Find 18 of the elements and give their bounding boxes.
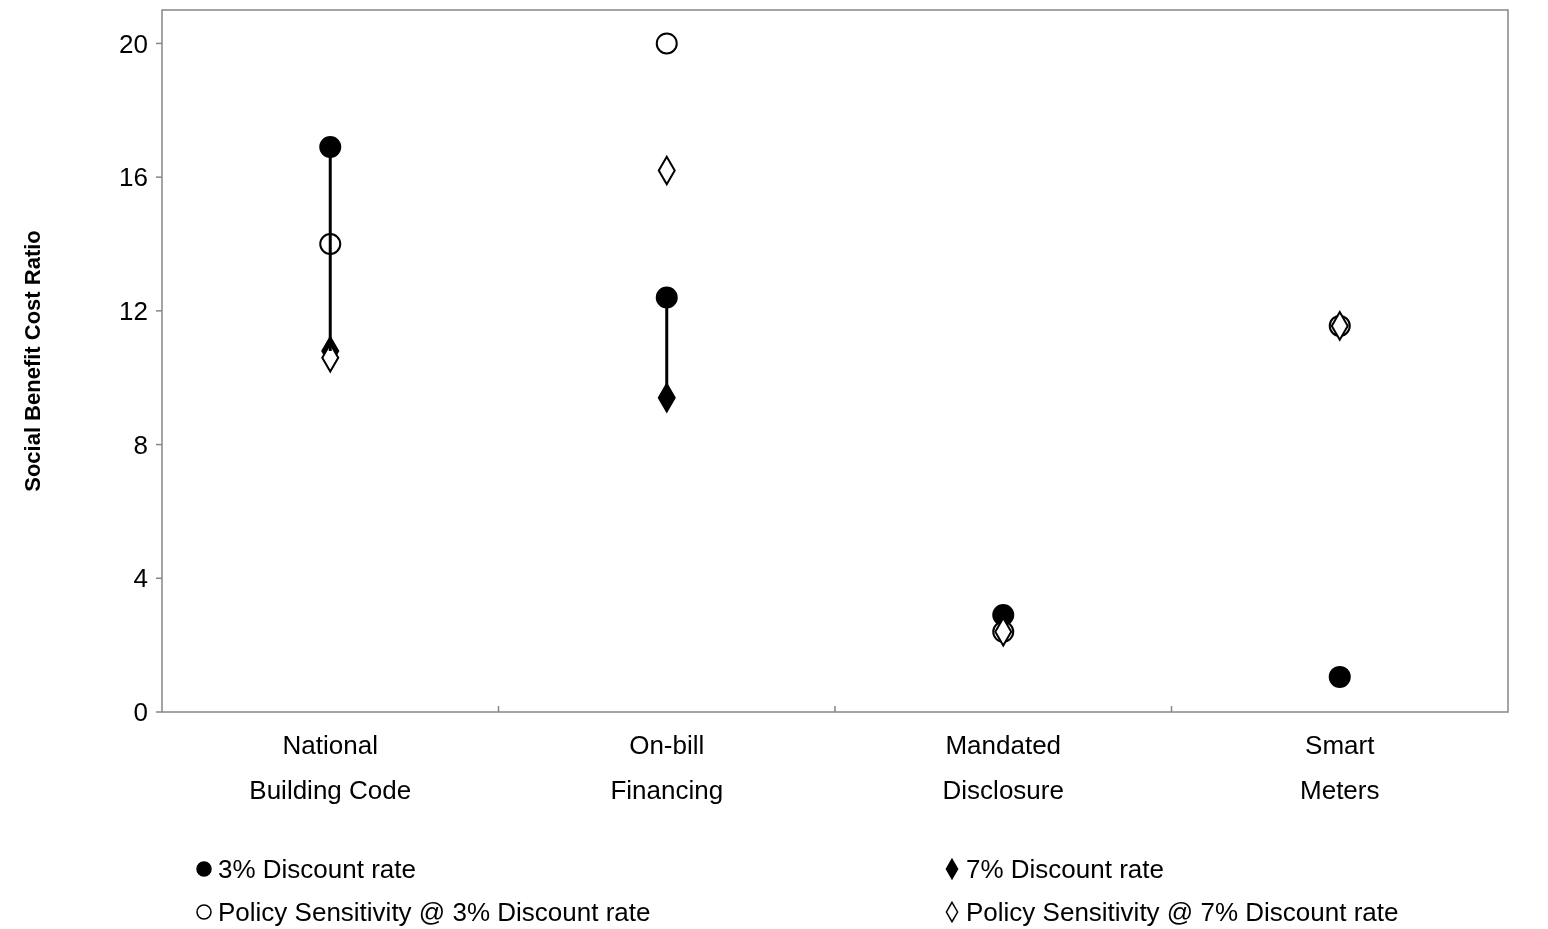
- point: [655, 32, 678, 55]
- x-tick-label: Mandated Disclosure: [942, 730, 1064, 805]
- x-tick-label: National Building Code: [249, 730, 412, 805]
- y-axis-title: Social Benefit Cost Ratio: [20, 230, 45, 492]
- point: [655, 286, 678, 309]
- y-tick-label: 4: [133, 563, 148, 594]
- y-tick-label: 12: [119, 295, 148, 326]
- y-tick-label: 16: [119, 162, 148, 193]
- y-tick-label: 0: [133, 697, 148, 728]
- legend-label: Policy Sensitivity @ 3% Discount rate: [218, 897, 651, 928]
- legend-label: 3% Discount rate: [218, 854, 416, 885]
- point: [1328, 665, 1351, 688]
- legend-label: 7% Discount rate: [966, 854, 1164, 885]
- y-tick-label: 8: [133, 429, 148, 460]
- x-tick-label: On-bill Financing: [610, 730, 724, 805]
- x-tick-label: Smart Meters: [1300, 730, 1380, 805]
- y-tick-label: 20: [119, 28, 148, 59]
- legend-label: Policy Sensitivity @ 7% Discount rate: [966, 897, 1399, 928]
